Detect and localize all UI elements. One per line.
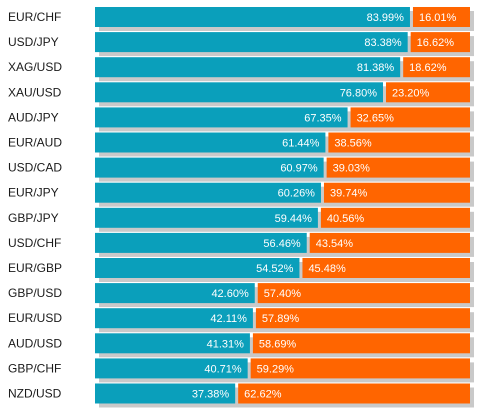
category-label: USD/CHF <box>8 236 61 250</box>
data-label-short: 58.69% <box>259 338 297 350</box>
data-label-long: 60.97% <box>280 163 318 175</box>
bar-segment-long <box>95 57 401 78</box>
bar-segment-short <box>257 283 470 304</box>
category-label: EUR/JPY <box>8 186 59 200</box>
category-label: XAU/USD <box>8 85 62 99</box>
data-label-short: 62.62% <box>244 389 282 401</box>
bar-segment-long <box>95 32 408 53</box>
data-label-long: 42.60% <box>211 288 249 300</box>
category-label: EUR/GBP <box>8 261 62 275</box>
bar-segment-long <box>95 283 255 304</box>
data-label-long: 40.71% <box>204 363 242 375</box>
bar-segment-long <box>95 207 318 228</box>
bar-segment-long <box>95 383 236 404</box>
data-label-short: 45.48% <box>308 263 346 275</box>
bar-segment-short <box>323 182 470 203</box>
data-label-long: 54.52% <box>256 263 294 275</box>
data-label-short: 16.01% <box>419 12 457 24</box>
bar-segment-long <box>95 182 321 203</box>
data-label-long: 41.31% <box>207 338 245 350</box>
data-label-long: 83.99% <box>367 12 405 24</box>
data-label-long: 76.80% <box>340 87 378 99</box>
category-label: GBP/USD <box>8 286 62 300</box>
data-label-long: 83.38% <box>364 37 402 49</box>
category-label: NZD/USD <box>8 387 62 401</box>
category-label: AUD/JPY <box>8 110 59 124</box>
data-label-long: 67.35% <box>304 112 342 124</box>
data-label-long: 61.44% <box>282 138 320 150</box>
bar-segment-short <box>238 383 470 404</box>
category-label: GBP/JPY <box>8 211 59 225</box>
bar-segment-short <box>410 32 470 53</box>
category-label: EUR/CHF <box>8 10 61 24</box>
data-label-short: 23.20% <box>392 87 430 99</box>
bar-segment-short <box>302 258 470 278</box>
data-label-short: 57.40% <box>264 288 302 300</box>
category-label: AUD/USD <box>8 336 62 350</box>
category-label: EUR/AUD <box>8 136 62 150</box>
bar-segment-long <box>95 107 348 128</box>
data-label-short: 32.65% <box>357 112 395 124</box>
category-label: USD/JPY <box>8 35 59 49</box>
bar-segment-long <box>95 258 300 278</box>
bar-segment-short <box>320 207 470 228</box>
bar-segment-long <box>95 358 248 379</box>
bar-segment-long <box>95 333 250 354</box>
bar-segment-short <box>328 132 470 153</box>
bar-segment-short <box>309 232 470 253</box>
data-label-short: 16.62% <box>417 37 455 49</box>
bar-segment-long <box>95 7 410 27</box>
data-label-short: 57.89% <box>262 313 300 325</box>
data-label-long: 42.11% <box>210 313 247 325</box>
data-label-short: 39.74% <box>330 188 368 200</box>
bar-segment-short <box>250 358 470 379</box>
category-label: EUR/USD <box>8 311 62 325</box>
bar-segment-long <box>95 232 307 253</box>
bar-segment-short <box>326 157 470 178</box>
category-label: GBP/CHF <box>8 361 61 375</box>
bar-segment-short <box>412 7 470 27</box>
bar-segment-short <box>403 57 470 78</box>
data-label-long: 81.38% <box>357 62 395 74</box>
bar-segment-short <box>386 82 470 103</box>
data-label-long: 59.44% <box>275 213 313 225</box>
data-label-short: 40.56% <box>327 213 365 225</box>
data-label-short: 38.56% <box>334 138 372 150</box>
data-label-short: 43.54% <box>316 238 354 250</box>
category-label: USD/CAD <box>8 161 62 175</box>
bar-segment-short <box>350 107 470 128</box>
bar-segment-short <box>252 333 470 354</box>
bar-segment-long <box>95 132 326 153</box>
data-label-long: 56.46% <box>263 238 301 250</box>
data-label-short: 39.03% <box>333 163 371 175</box>
data-label-long: 60.26% <box>278 188 316 200</box>
bar-segment-short <box>255 308 470 329</box>
bar-segment-long <box>95 157 324 178</box>
bar-segment-long <box>95 82 383 103</box>
data-label-short: 59.29% <box>257 363 295 375</box>
bar-segment-long <box>95 308 253 329</box>
data-label-short: 18.62% <box>409 62 447 74</box>
data-label-long: 37.38% <box>192 389 230 401</box>
category-label: XAG/USD <box>8 60 62 74</box>
